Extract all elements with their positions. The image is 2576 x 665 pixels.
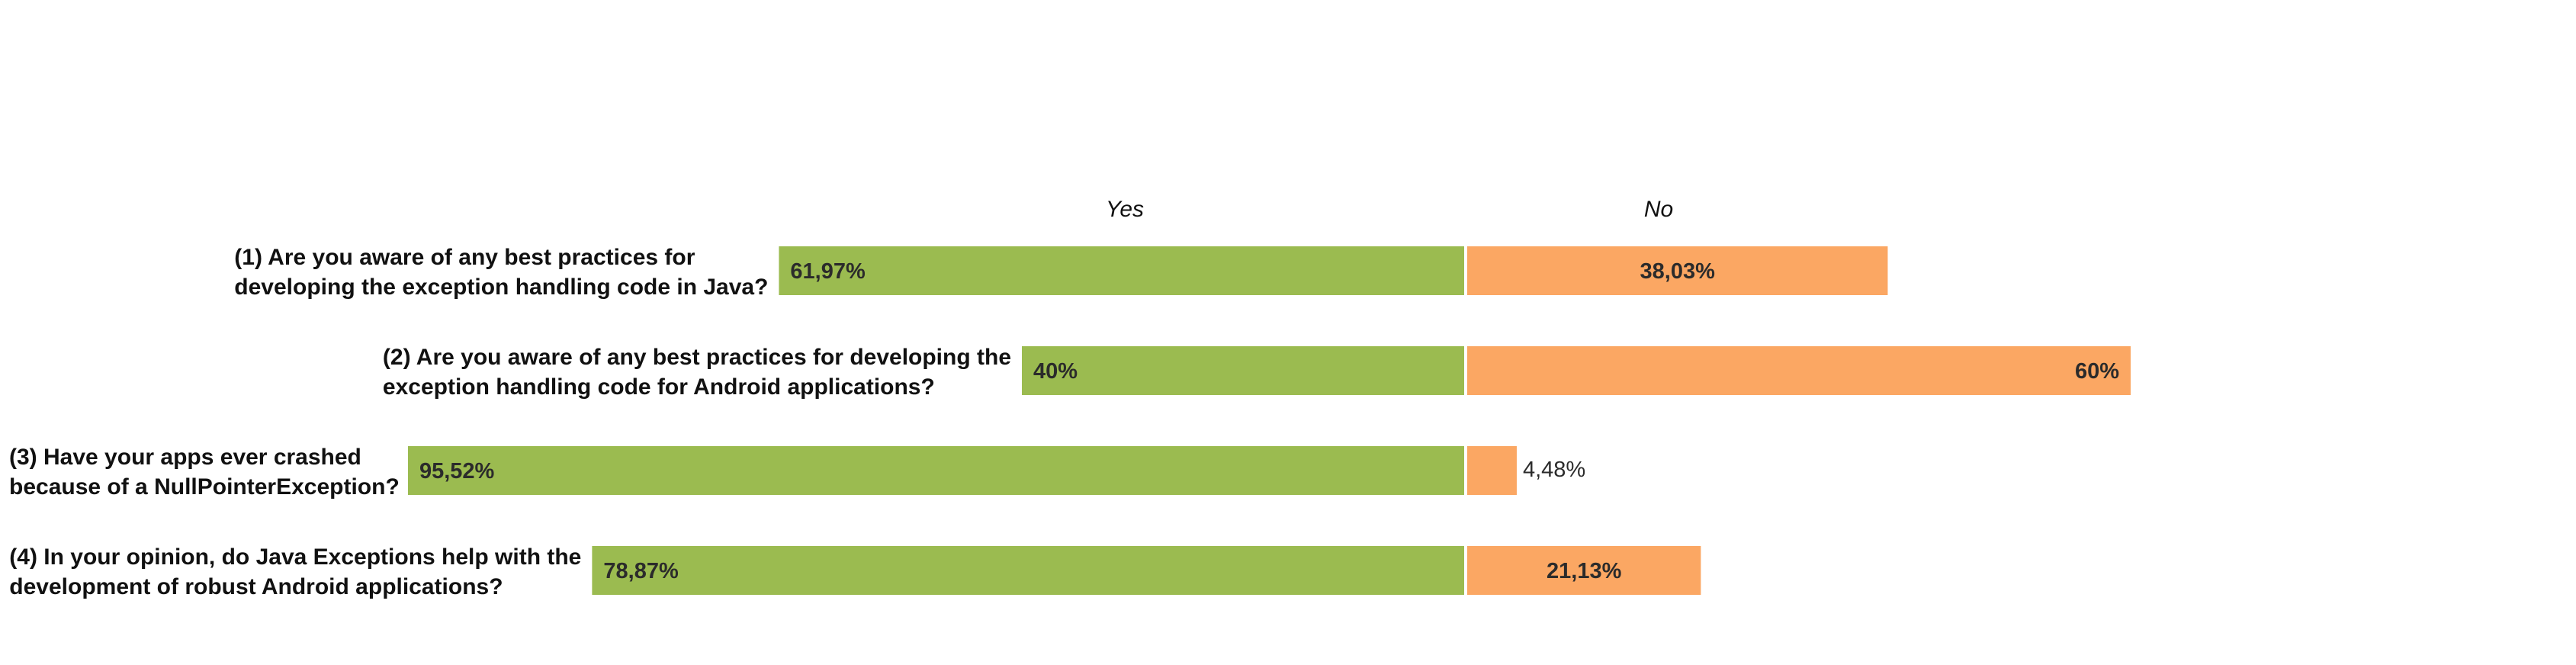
category-label-line: (2) Are you aware of any best practices … (383, 345, 1011, 370)
data-label-yes-3: 95,52% (419, 459, 495, 483)
category-label-line: (1) Are you aware of any best practices … (234, 245, 695, 270)
category-label-1: (1) Are you aware of any best practices … (234, 245, 768, 300)
category-label-line: exception handling code for Android appl… (383, 374, 935, 400)
category-label-line: (3) Have your apps ever crashed (9, 445, 361, 470)
bar-no-4 (1467, 546, 1701, 595)
legend-no: No (1644, 197, 1673, 222)
category-label-line: developing the exception handling code i… (234, 275, 768, 300)
bar-yes-2 (1022, 346, 1464, 395)
data-label-no-1: 38,03% (1640, 259, 1716, 284)
data-label-no-2: 60% (2075, 359, 2119, 384)
category-label-line: (4) In your opinion, do Java Exceptions … (9, 545, 581, 570)
data-label-no-4: 21,13% (1547, 559, 1622, 583)
bar-no-2 (1467, 346, 2131, 395)
bar-yes-3 (407, 446, 1465, 495)
bar-no-1 (1467, 246, 1888, 295)
data-label-no-3: 4,48% (1523, 458, 1585, 482)
category-label-4: (4) In your opinion, do Java Exceptions … (9, 545, 581, 599)
legend-yes: Yes (1106, 197, 1144, 222)
data-label-yes-2: 40% (1033, 359, 1078, 384)
data-label-yes-4: 78,87% (603, 559, 679, 583)
data-label-yes-1: 61,97% (790, 259, 866, 284)
category-label-2: (2) Are you aware of any best practices … (383, 345, 1011, 400)
category-label-line: because of a NullPointerException? (9, 474, 400, 500)
category-label-line: development of robust Android applicatio… (9, 574, 503, 599)
bar-yes-4 (592, 546, 1464, 595)
bar-yes-1 (779, 246, 1464, 295)
bar-no-3 (1467, 446, 1517, 495)
category-label-3: (3) Have your apps ever crashed because o… (9, 445, 400, 500)
